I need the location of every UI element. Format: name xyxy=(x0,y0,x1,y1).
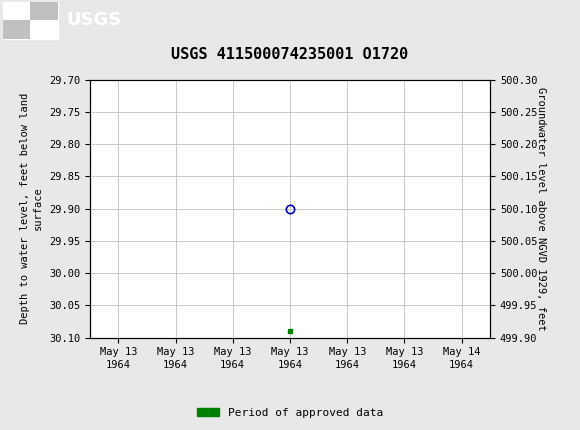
Bar xyxy=(30,2,58,20)
Y-axis label: Depth to water level, feet below land
surface: Depth to water level, feet below land su… xyxy=(20,93,44,324)
Bar xyxy=(3,20,30,39)
Bar xyxy=(3,2,58,39)
Text: USGS 411500074235001 O1720: USGS 411500074235001 O1720 xyxy=(171,47,409,62)
Legend: Period of approved data: Period of approved data xyxy=(193,403,387,422)
Y-axis label: Groundwater level above NGVD 1929, feet: Groundwater level above NGVD 1929, feet xyxy=(536,87,546,330)
Text: USGS: USGS xyxy=(67,12,122,29)
